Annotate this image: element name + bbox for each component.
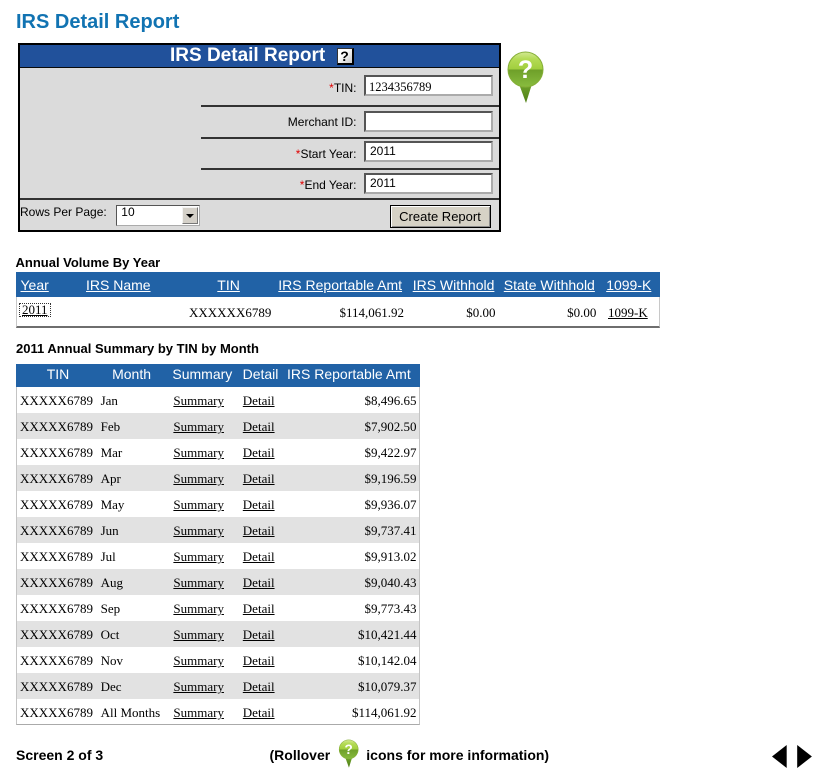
svg-text:?: ? (518, 56, 533, 84)
svg-text:?: ? (345, 742, 353, 757)
